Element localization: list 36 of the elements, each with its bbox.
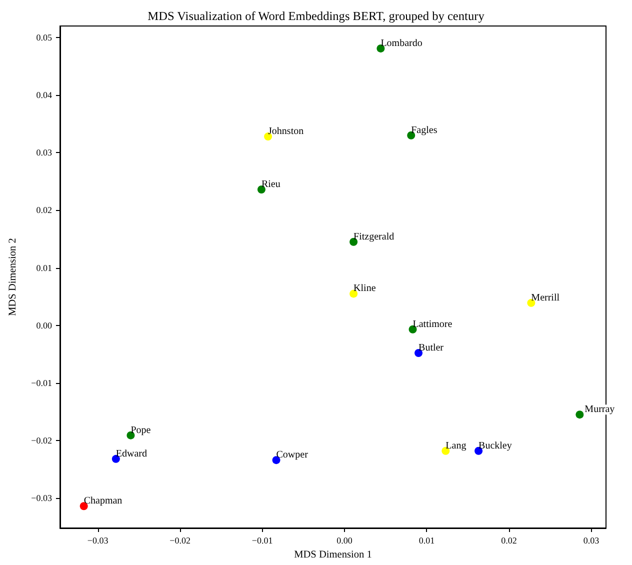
data-label: Butler	[418, 342, 444, 354]
data-label: Rieu	[261, 178, 280, 190]
point	[576, 410, 584, 419]
data-label: Pope	[130, 424, 152, 436]
y-tick-label: 0.01	[36, 262, 52, 273]
x-tick-label: 0.02	[501, 536, 517, 546]
data-label: Fagles	[411, 124, 438, 136]
x-tick-label: −0.02	[170, 536, 190, 546]
x-tick-label: −0.01	[252, 536, 273, 546]
data-label: Buckley	[478, 440, 512, 452]
y-tick-label: −0.01	[31, 378, 52, 388]
data-label: Johnston	[268, 126, 304, 138]
y-tick-label: 0.04	[36, 90, 52, 100]
y-tick-label: 0.00	[36, 320, 52, 330]
data-label: Chapman	[84, 496, 122, 507]
data-label: Kline	[354, 283, 376, 294]
y-tick-label: −0.02	[31, 435, 52, 446]
y-tick-label: 0.05	[36, 32, 52, 43]
x-tick-label: 0.01	[418, 536, 435, 546]
x-tick-label: −0.03	[87, 536, 109, 546]
x-tick-label: 0.03	[583, 536, 600, 546]
y-tick-label: −0.03	[31, 493, 52, 504]
data-label: Cowper	[276, 450, 309, 461]
data-label: Merrill	[531, 292, 560, 304]
data-label: Lattimore	[412, 318, 453, 330]
y-tick-label: 0.03	[36, 148, 52, 158]
x-tick-label: 0.00	[336, 536, 353, 546]
y-tick-label: 0.02	[36, 205, 52, 216]
data-label: Lang	[446, 440, 466, 452]
data-label: Edward	[116, 448, 148, 460]
data-label: Murray	[584, 404, 615, 416]
chart-title: MDS Visualization of Word Embeddings BERT, grouped by century	[148, 9, 486, 23]
data-label: Lombardo	[380, 38, 422, 49]
y-axis-title: MDS Dimension 2	[8, 238, 18, 316]
x-axis-title: MDS Dimension 1	[294, 549, 372, 560]
data-label: Fitzgerald	[354, 231, 394, 242]
